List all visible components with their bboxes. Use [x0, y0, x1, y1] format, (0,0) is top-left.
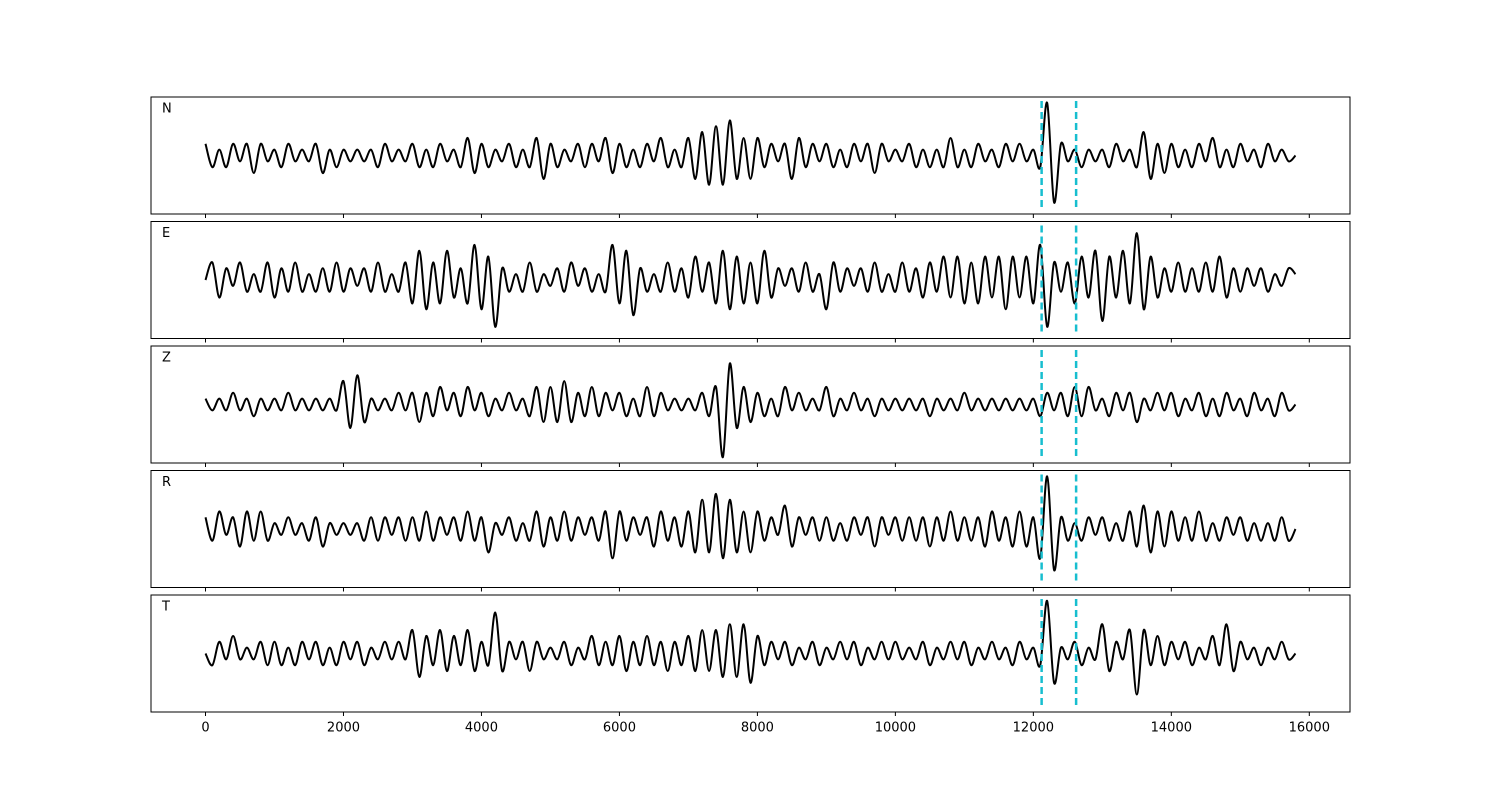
x-tick-label: 10000 — [875, 721, 916, 736]
waveform — [204, 475, 1297, 572]
panel-label: R — [162, 475, 171, 490]
x-tick-label: 14000 — [1151, 721, 1192, 736]
waveform — [204, 101, 1297, 204]
panel-frame — [150, 345, 1351, 464]
panel-frame — [150, 96, 1351, 215]
x-tick-label: 2000 — [327, 721, 360, 736]
panel-frame — [150, 470, 1351, 588]
panel-label: N — [162, 102, 172, 117]
panel-frame — [150, 221, 1351, 339]
x-tick-label: 6000 — [603, 721, 636, 736]
panel-label: T — [161, 600, 170, 615]
panel-label: E — [162, 226, 170, 241]
waveform — [204, 599, 1297, 696]
x-tick-label: 4000 — [465, 721, 498, 736]
x-tick-label: 16000 — [1289, 721, 1330, 736]
x-tick-label: 12000 — [1013, 721, 1054, 736]
panel-frame — [150, 594, 1351, 713]
x-tick-label: 8000 — [741, 721, 774, 736]
waveform — [204, 232, 1297, 328]
panel-label: Z — [162, 351, 171, 366]
x-tick-label: 0 — [201, 721, 209, 736]
waveform — [204, 362, 1297, 459]
